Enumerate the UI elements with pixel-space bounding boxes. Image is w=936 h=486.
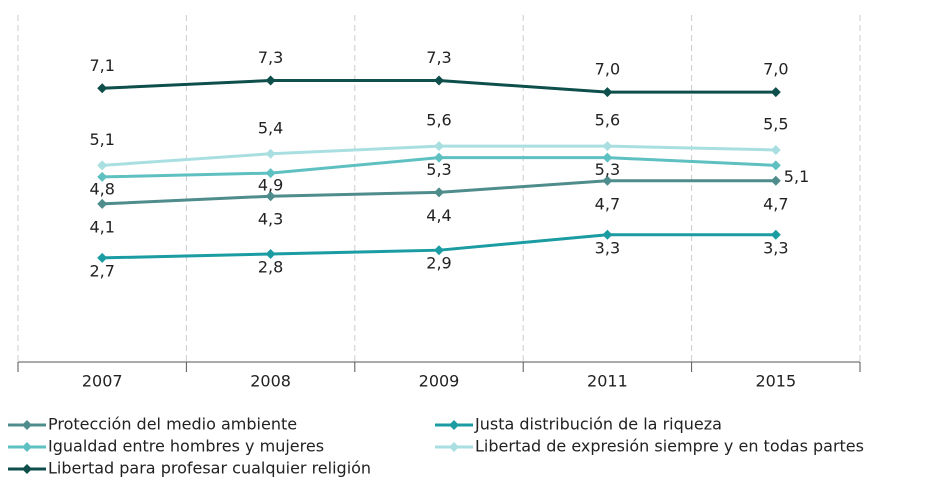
marker: [97, 160, 108, 171]
data-label: 7,0: [595, 60, 620, 79]
x-tick-label: 2009: [419, 372, 460, 391]
data-label: 5,1: [89, 130, 114, 149]
data-label: 5,4: [258, 118, 283, 137]
data-label: 4,4: [426, 206, 451, 225]
marker: [602, 229, 613, 240]
legend-marker: [22, 420, 32, 430]
data-label: 5,6: [426, 111, 451, 130]
data-label: 7,3: [426, 48, 451, 67]
data-label: 5,5: [763, 114, 788, 133]
data-label: 4,3: [258, 210, 283, 229]
data-label: 5,3: [426, 160, 451, 179]
marker: [770, 175, 781, 186]
data-label: 5,3: [595, 160, 620, 179]
data-label: 2,9: [426, 254, 451, 273]
marker: [97, 171, 108, 182]
marker: [265, 249, 276, 260]
data-label: 4,7: [763, 194, 788, 213]
marker: [602, 87, 613, 98]
legend-marker: [22, 464, 32, 474]
legend-label: Justa distribución de la riqueza: [474, 415, 722, 434]
marker: [265, 168, 276, 179]
x-tick-label: 2011: [587, 372, 628, 391]
data-label: 2,8: [258, 258, 283, 277]
data-label: 4,8: [89, 179, 114, 198]
marker: [434, 245, 444, 256]
x-tick-label: 2015: [755, 372, 796, 391]
marker: [265, 148, 276, 159]
marker: [97, 198, 108, 209]
marker: [770, 87, 781, 98]
marker: [770, 229, 781, 240]
legend-label: Protección del medio ambiente: [48, 415, 297, 434]
legend-marker: [449, 442, 459, 452]
data-label: 4,9: [258, 176, 283, 195]
legend-marker: [449, 420, 459, 430]
data-label: 7,0: [763, 60, 788, 79]
x-tick-label: 2007: [82, 372, 123, 391]
data-label: 2,7: [89, 261, 114, 280]
marker: [265, 191, 276, 202]
data-label: 5,1: [784, 167, 809, 186]
marker: [265, 75, 276, 86]
marker: [602, 141, 613, 152]
marker: [97, 83, 108, 94]
marker: [602, 175, 613, 186]
legend-label: Igualdad entre hombres y mujeres: [48, 437, 324, 456]
data-label: 7,1: [89, 56, 114, 75]
data-label: 7,3: [258, 48, 283, 67]
data-label: 3,3: [595, 238, 620, 257]
marker: [434, 141, 444, 152]
legend-label: Libertad de expresión siempre y en todas…: [475, 437, 864, 456]
data-label: 3,3: [763, 238, 788, 257]
marker: [602, 152, 613, 163]
x-tick-label: 2008: [250, 372, 291, 391]
marker: [97, 252, 108, 263]
marker: [434, 187, 444, 198]
marker: [434, 152, 444, 163]
legend-label: Libertad para profesar cualquier religió…: [48, 459, 371, 478]
marker: [434, 75, 444, 86]
data-label: 5,6: [595, 111, 620, 130]
data-label: 4,7: [595, 194, 620, 213]
data-label: 4,1: [89, 217, 114, 236]
legend-marker: [22, 442, 32, 452]
marker: [770, 144, 781, 155]
marker: [770, 160, 781, 171]
